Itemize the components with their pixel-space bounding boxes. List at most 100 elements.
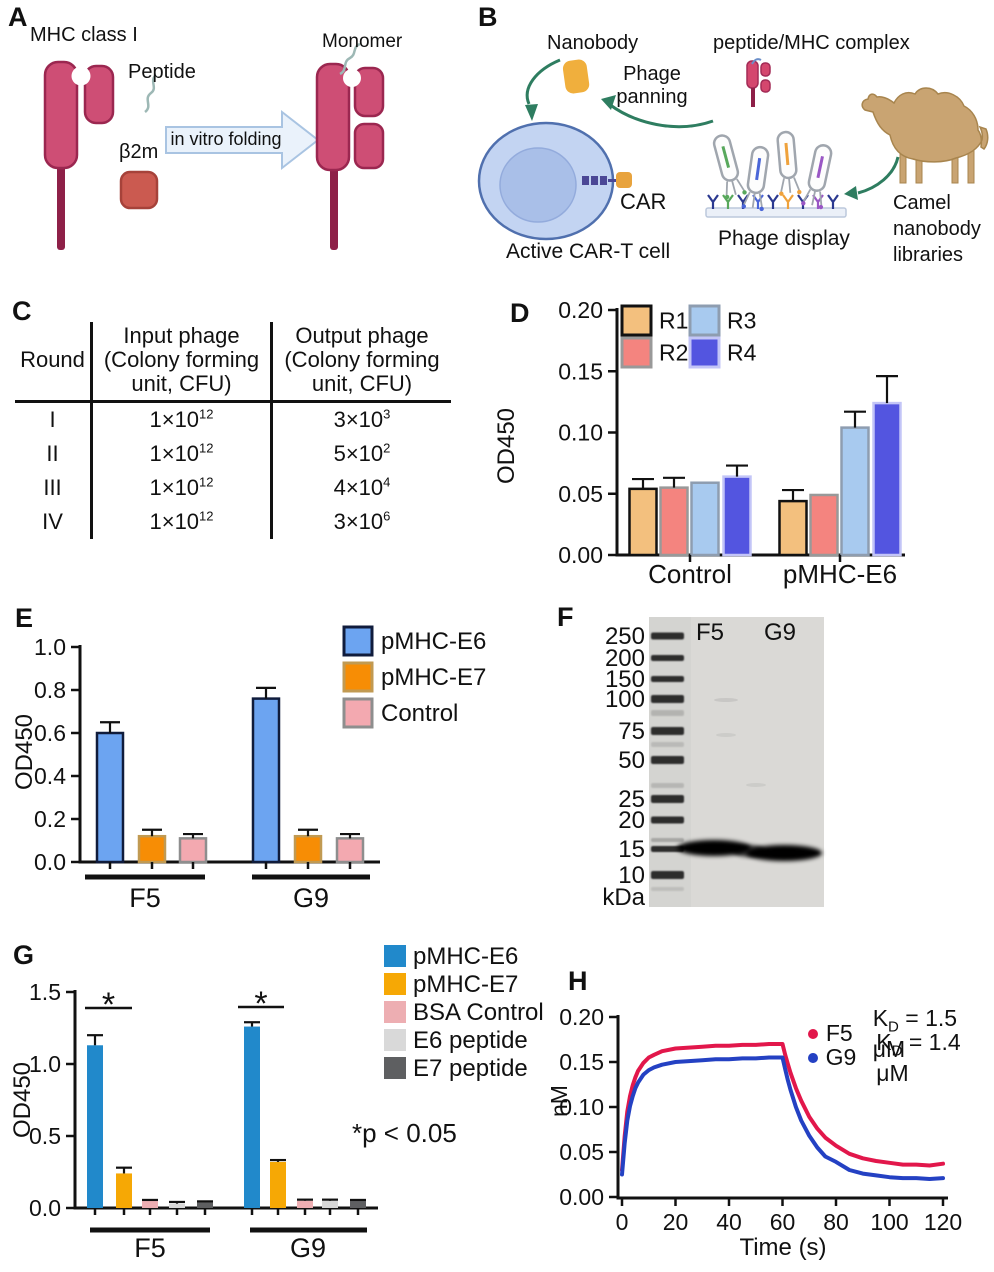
table-row-round: IV xyxy=(15,505,93,539)
antigen-y-receptors xyxy=(707,194,839,209)
series-line-F5 xyxy=(620,1042,945,1172)
h-legend-row-f5: F5 KD = 1.5 μM xyxy=(808,1005,994,1063)
legend-swatch-E6 peptide xyxy=(384,1029,406,1051)
legend-label-BSA Control: BSA Control xyxy=(413,999,544,1026)
car-linker xyxy=(608,179,616,182)
panel-g: 0.0 0.5 1.0 1.5 F5 G9 OD450 pMHC-E6 pMHC-E7 BSA C… xyxy=(0,930,544,1272)
b2m-label: β2m xyxy=(119,141,159,163)
y-tick-label: 0.2 xyxy=(34,806,66,832)
camel-leg-4 xyxy=(967,149,975,184)
phage-dna-stripe xyxy=(755,157,762,181)
panel-f: F 250 200 150 100 75 50 25 20 15 10 kDa … xyxy=(530,595,994,930)
faint-band xyxy=(714,698,738,702)
legend-swatch-Control xyxy=(342,697,374,729)
phage-panning-diagram xyxy=(477,58,989,241)
panel-c-label: C xyxy=(12,296,32,326)
monomer-alpha-left xyxy=(315,62,351,172)
car-icon xyxy=(582,172,632,188)
table-cell-output: 3×106 xyxy=(333,508,391,534)
y-tick-label: 1.5 xyxy=(29,979,61,1005)
display-surface xyxy=(705,207,847,218)
bar-R3-pMHC-E6 xyxy=(840,426,870,557)
ladder-band xyxy=(651,676,684,682)
h-legend-name-f5: F5 xyxy=(825,1020,853,1047)
y-tick-label: 0.05 xyxy=(558,481,603,507)
phage-display-label: Phage display xyxy=(718,227,850,250)
phage-tip xyxy=(797,189,802,195)
y-receptor-icon xyxy=(827,194,839,209)
phage-panning-line2: panning xyxy=(616,86,688,108)
phage-tip xyxy=(741,204,746,209)
arrowhead-to-nanobody xyxy=(601,95,616,110)
y-receptor-icon xyxy=(722,194,734,209)
table-cell-input: 1×1012 xyxy=(93,471,273,505)
bar-R1-pMHC-E6 xyxy=(778,499,808,557)
x-tick-label: 100 xyxy=(870,1209,908,1235)
monomer-groove-notch xyxy=(343,69,361,87)
ladder-band xyxy=(651,871,684,879)
y-tick-label: 0.20 xyxy=(558,297,603,323)
hdr-output-3: unit, CFU) xyxy=(311,370,413,396)
ladder-faint-band xyxy=(651,783,684,788)
legend-label-pMHC-E6: pMHC-E6 xyxy=(413,943,518,970)
y-receptor-icon xyxy=(767,194,779,209)
camel-body xyxy=(861,87,989,163)
significance-star: * xyxy=(102,986,115,1024)
bar-pMHC-E6-G9 xyxy=(244,1026,260,1208)
bar-pMHC-E7-F5 xyxy=(116,1173,132,1208)
x-axis-title: Time (s) xyxy=(739,1234,826,1261)
ladder-faint-band xyxy=(651,838,684,842)
camel-icon xyxy=(861,87,989,184)
folding-arrow-icon xyxy=(165,109,320,171)
table-cell-output: 4×104 xyxy=(333,474,391,500)
legend-label-E7 peptide: E7 peptide xyxy=(413,1055,528,1082)
bar-pMHC-E7-G9 xyxy=(270,1161,286,1208)
f5-protein-band xyxy=(677,840,751,856)
bar-R4-pMHC-E6 xyxy=(872,401,902,557)
camel-label-line2: nanobody xyxy=(893,218,981,240)
panel-b-label: B xyxy=(478,2,498,32)
clone-elisa-chart: 0.0 0.2 0.4 0.6 0.8 1.0 F5 G9 OD450 pMHC-E6 pMHC-E… xyxy=(11,625,486,913)
table-cell-output: 5×102 xyxy=(333,440,391,466)
ladder-faint-band xyxy=(651,887,684,891)
hdr-input-1: Input phage xyxy=(123,322,240,348)
x-tick-label: 0 xyxy=(616,1209,629,1235)
legend-swatch-R3 xyxy=(688,304,721,337)
phage-icon xyxy=(712,134,747,200)
y-tick-label: 0.0 xyxy=(29,1195,61,1221)
legend-label-R2: R2 xyxy=(659,340,688,366)
y-tick-label: 0.5 xyxy=(29,1123,61,1149)
nanobody-label: Nanobody xyxy=(547,32,639,54)
phage-tip xyxy=(818,204,824,210)
bar-E6 peptide-F5 xyxy=(169,1203,185,1208)
bar-pMHC-E7-G9 xyxy=(293,834,323,864)
mhc-groove-notch xyxy=(71,66,91,86)
bar-R2-pMHC-E6 xyxy=(809,493,839,557)
b2m-icon xyxy=(119,170,159,210)
phage-leg xyxy=(780,178,785,192)
table-cell-input: 1×1012 xyxy=(93,437,273,471)
hdr-input-3: unit, CFU) xyxy=(131,370,232,396)
h-legend-name-g9: G9 xyxy=(825,1044,857,1071)
legend-label-E6 peptide: E6 peptide xyxy=(413,1027,528,1054)
arrow-camel-to-display xyxy=(857,156,900,195)
panel-f-label: F xyxy=(557,602,574,632)
y-axis-title: OD450 xyxy=(493,408,520,484)
mhc-folding-diagram xyxy=(43,42,385,250)
faint-band xyxy=(716,733,736,737)
bar-Control-G9 xyxy=(335,837,365,864)
car-domain-1 xyxy=(582,176,589,185)
bar-E6 peptide-G9 xyxy=(322,1200,338,1208)
y-tick-label: 0.15 xyxy=(558,358,603,384)
bar-R1-Control xyxy=(628,487,658,557)
camel-libraries-label: Camel nanobody libraries xyxy=(893,190,981,268)
h-legend-row-g9: G9 KD = 1.4 μM xyxy=(808,1029,994,1087)
ladder-50: 50 xyxy=(618,747,645,774)
pmhc-complex-label: peptide/MHC complex xyxy=(713,32,910,54)
legend-swatch-R2 xyxy=(620,336,653,369)
ladder-band xyxy=(651,695,684,703)
legend-swatch-pMHC-E6 xyxy=(384,945,406,967)
x-tick-label: 120 xyxy=(924,1209,962,1235)
y-receptor-icon xyxy=(707,194,719,209)
table-cell-input: 1×1012 xyxy=(93,403,273,437)
